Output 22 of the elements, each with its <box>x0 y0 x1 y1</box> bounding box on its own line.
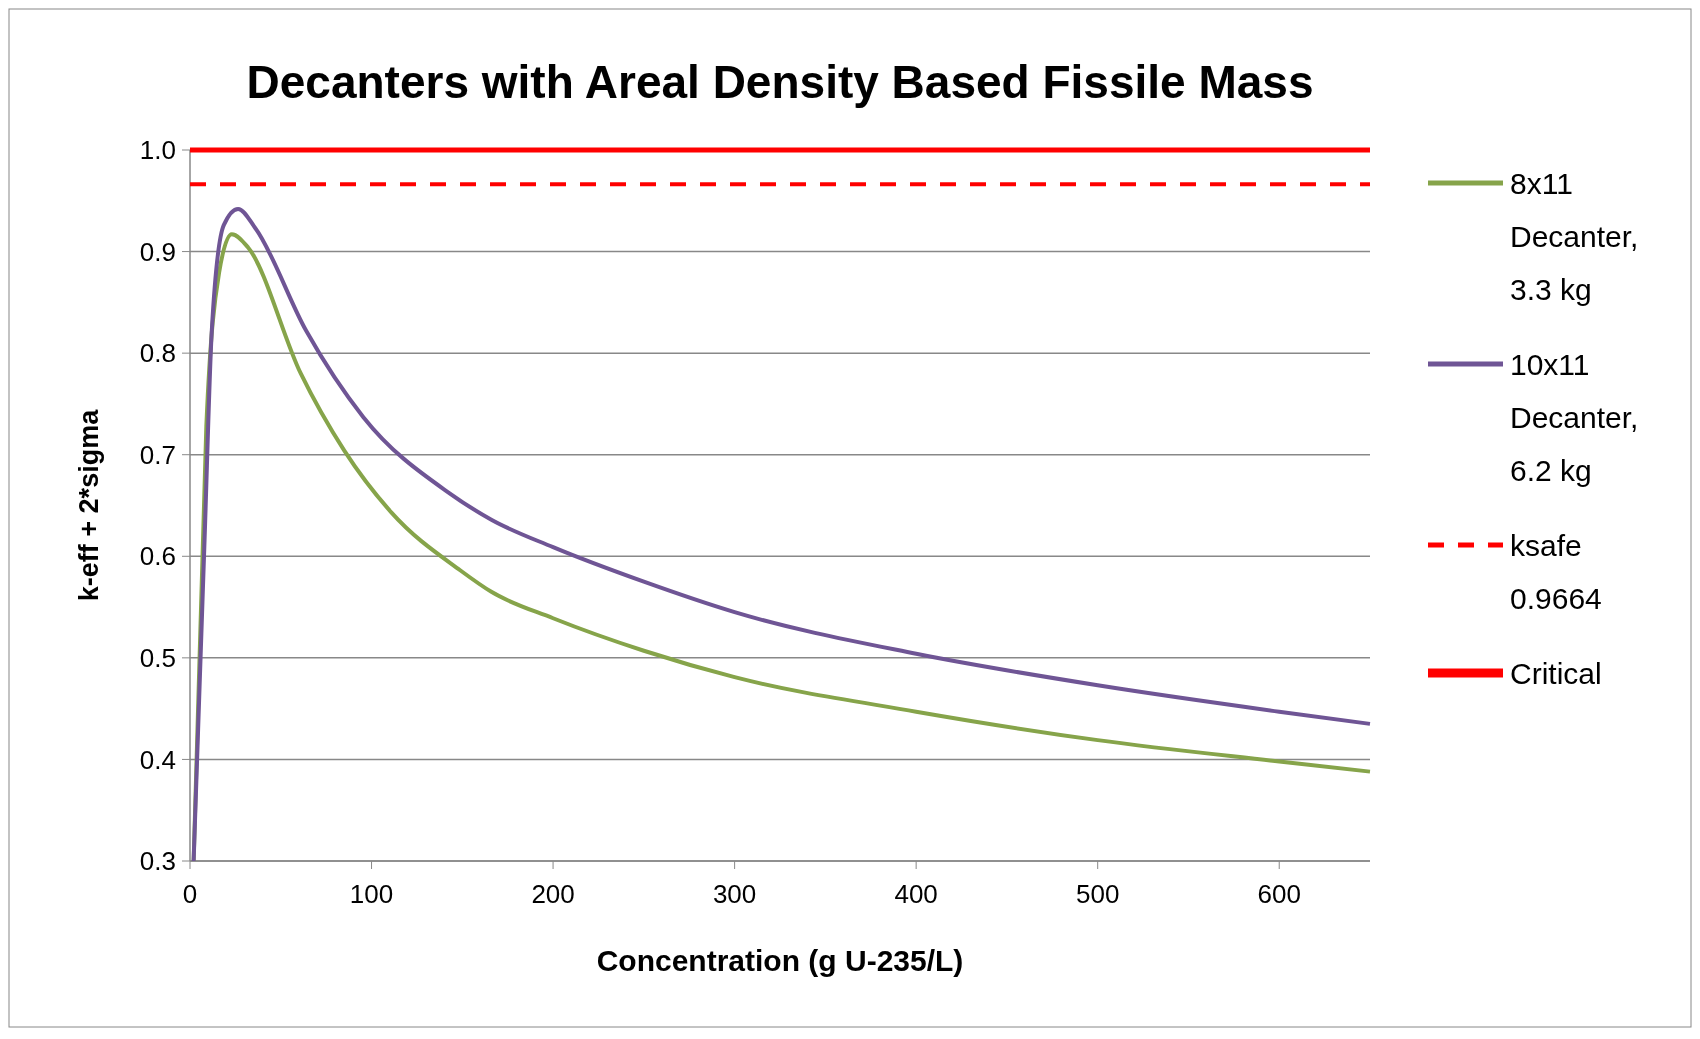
x-tick-label: 200 <box>531 879 575 909</box>
y-tick-label: 1.0 <box>139 135 176 166</box>
y-tick-label: 0.4 <box>139 744 176 775</box>
y-tick-label: 0.6 <box>139 541 176 572</box>
chart-title: Decanters with Areal Density Based Fissile Mass <box>246 56 1314 108</box>
x-tick-label: 300 <box>712 879 757 909</box>
legend-label: 8x11 Decanter, 3.3 kg <box>1510 166 1639 306</box>
x-tick-label: 500 <box>1076 879 1120 909</box>
x-tick-label: 0 <box>182 879 198 909</box>
y-tick-label: 0.9 <box>139 236 176 267</box>
legend-label: Critical <box>1510 656 1602 690</box>
y-tick-label: 0.8 <box>139 338 176 369</box>
legend-label: 10x11 Decanter, 6.2 kg <box>1510 347 1639 487</box>
x-tick-label: 400 <box>894 879 938 909</box>
x-tick-label: 600 <box>1257 879 1301 909</box>
x-tick-label: 100 <box>349 879 394 909</box>
y-tick-label: 0.5 <box>139 642 176 673</box>
x-axis-title: Concentration (g U-235/L) <box>596 944 964 977</box>
y-axis-title: k-eff + 2*sigma <box>74 408 104 602</box>
y-tick-label: 0.3 <box>139 846 176 877</box>
y-tick-label: 0.7 <box>139 439 176 470</box>
legend-label: ksafe 0.9664 <box>1510 528 1602 615</box>
